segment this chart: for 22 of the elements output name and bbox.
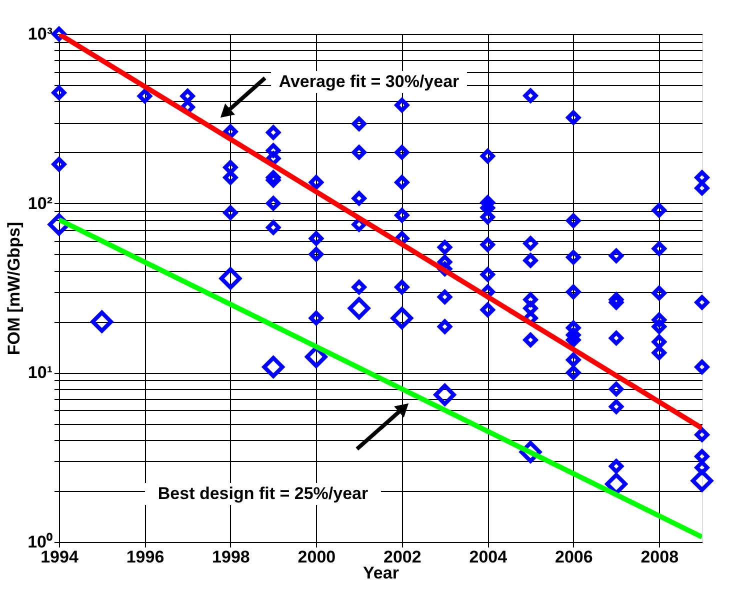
x-tick-label: 1996 [126,548,164,566]
point [690,470,714,492]
annotation: Average fit = 30%/year [278,72,460,91]
point [262,356,284,378]
x-tick-label: 2006 [554,548,593,566]
y-tick-label: 10¹ [28,363,53,382]
point [219,267,242,290]
x-axis-title: Year [363,564,400,582]
point [434,384,456,406]
x-tick-label: 2008 [640,548,679,566]
x-tick-label: 1998 [212,548,250,566]
y-axis-title: FOM [mW/Gbps] [4,222,24,356]
point [390,307,414,330]
x-tick-label: 2002 [384,548,422,566]
annotation: Best design fit = 25%/year [158,484,368,503]
point [605,472,628,496]
point [348,297,370,320]
y-tick-label: 10³ [28,24,53,44]
x-tick-label: 2004 [469,548,508,566]
y-tick-label: 10² [28,194,53,213]
point [90,310,113,333]
x-tick-label: 2000 [298,548,336,566]
